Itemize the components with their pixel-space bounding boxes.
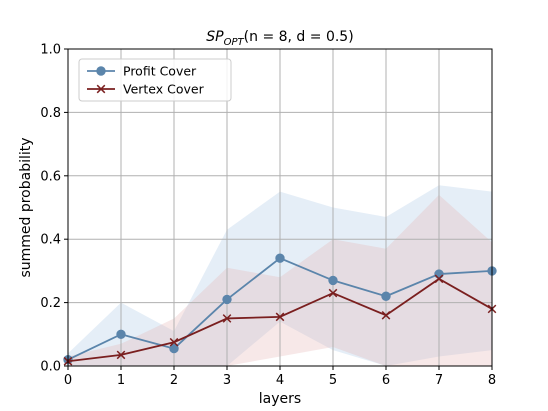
x-tick-label: 7 — [435, 373, 443, 388]
y-tick-label: 0.8 — [40, 106, 61, 121]
data-point-vertex-cover — [328, 288, 338, 298]
y-tick-label: 0.0 — [40, 360, 61, 375]
y-axis-label: summed probability — [18, 137, 34, 277]
data-point-profit-cover — [222, 294, 232, 305]
x-tick-label: 3 — [223, 373, 231, 388]
x-tick-label: 1 — [117, 373, 125, 388]
y-tick-label: 0.4 — [40, 233, 61, 248]
data-point-profit-cover — [434, 269, 444, 279]
x-tick-label: 4 — [276, 373, 284, 388]
data-point-vertex-cover — [169, 337, 179, 347]
x-tick-label: 8 — [488, 373, 496, 388]
x-tick-label: 6 — [382, 373, 390, 388]
legend-label: Profit Cover — [123, 64, 197, 79]
legend-item-vertex-cover: Vertex Cover — [87, 82, 205, 97]
legend-marker-profit-cover — [96, 66, 106, 76]
legend-marker-vertex-cover — [96, 84, 106, 94]
legend-box — [78, 58, 232, 102]
data-point-profit-cover — [169, 343, 179, 354]
data-point-vertex-cover — [116, 350, 126, 360]
x-tick-label: 0 — [64, 373, 72, 388]
legend-label: Vertex Cover — [123, 82, 205, 97]
y-tick-label: 0.2 — [40, 296, 61, 311]
axis-ticks: 0 1 2 3 4 5 6 7 8 0.0 0.2 0.4 0.6 0.8 1.0 — [40, 43, 496, 389]
data-point-vertex-cover — [381, 310, 391, 320]
data-point-vertex-cover — [275, 312, 285, 322]
data-point-vertex-cover — [434, 274, 444, 284]
y-tick-label: 0.6 — [40, 169, 61, 184]
chart-title-params: (n = 8, d = 0.5) — [244, 29, 354, 45]
legend: Profit Cover Vertex Cover — [78, 58, 232, 102]
y-tick-label: 1.0 — [40, 43, 61, 58]
chart-title-subscript: OPT — [224, 37, 245, 48]
legend-item-profit-cover: Profit Cover — [87, 64, 197, 79]
series-lines — [63, 253, 497, 366]
x-tick-label: 5 — [329, 373, 337, 388]
data-point-profit-cover — [116, 329, 126, 339]
chart-title-main: SP — [206, 29, 224, 45]
data-point-profit-cover — [275, 253, 285, 263]
data-point-profit-cover — [328, 275, 338, 286]
data-point-profit-cover — [381, 291, 391, 301]
chart-title: SPOPT(n = 8, d = 0.5) — [206, 29, 353, 48]
x-axis-label: layers — [259, 391, 301, 407]
x-tick-label: 2 — [170, 373, 178, 388]
data-point-vertex-cover — [222, 314, 232, 323]
